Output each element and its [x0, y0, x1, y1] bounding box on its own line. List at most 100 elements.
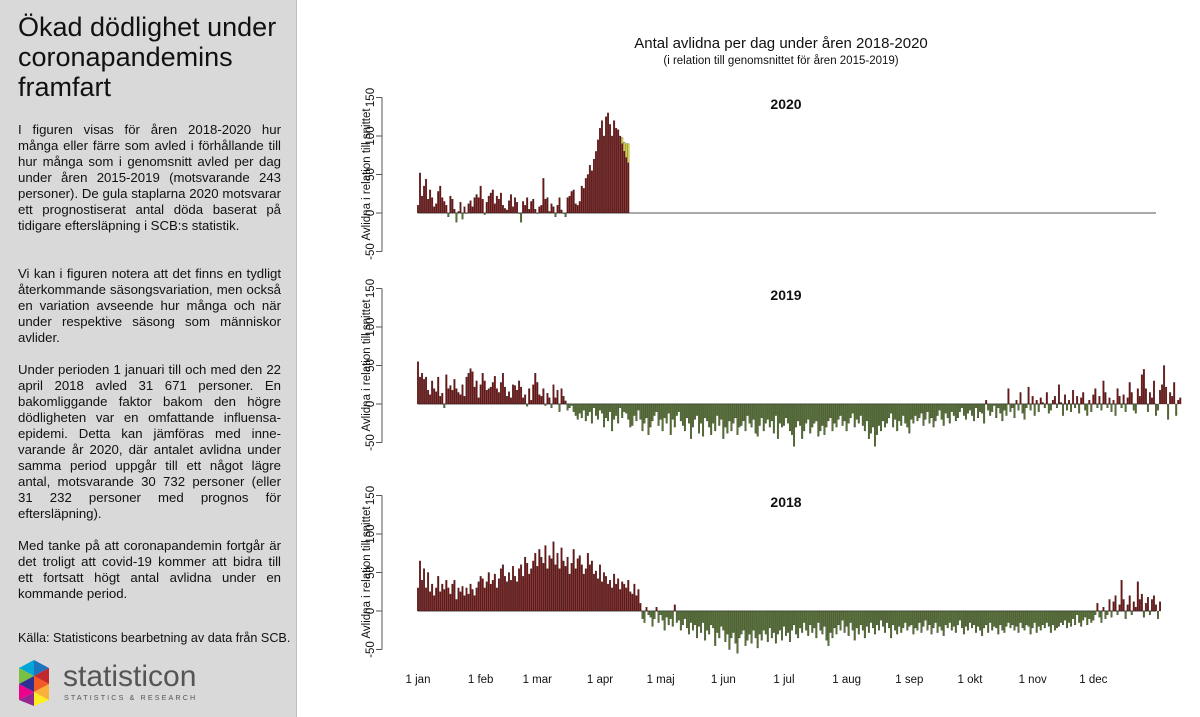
data-bar: [888, 610, 891, 629]
data-bar: [611, 135, 614, 214]
data-bar: [1140, 593, 1143, 612]
data-bar: [681, 610, 684, 626]
data-bar: [586, 553, 589, 612]
data-bar: [566, 403, 569, 411]
data-bar: [811, 403, 814, 428]
panel-year-title: 2020: [770, 96, 801, 112]
data-bar: [548, 211, 551, 214]
data-bar: [926, 610, 929, 631]
data-bar: [902, 403, 905, 416]
y-tick-label: 100: [365, 317, 377, 336]
data-bar: [516, 202, 519, 214]
data-bar: [694, 403, 696, 420]
data-bar: [439, 591, 442, 612]
data-bar: [661, 403, 664, 432]
y-tick-label: -50: [365, 243, 377, 260]
data-bar: [926, 403, 929, 412]
data-bar: [744, 403, 747, 432]
data-bar: [615, 403, 618, 416]
x-tick-label: 1 nov: [1019, 674, 1047, 686]
data-bar: [772, 403, 775, 434]
data-bar: [1098, 396, 1101, 405]
data-bar: [975, 610, 977, 633]
data-bar: [556, 553, 559, 612]
data-bar: [491, 382, 494, 405]
statisticon-logo-icon: [19, 660, 49, 706]
data-bar: [558, 403, 561, 412]
data-bar: [969, 403, 971, 411]
data-bar: [1074, 610, 1077, 626]
data-bar: [423, 185, 426, 214]
data-bar: [473, 386, 476, 405]
data-bar: [768, 610, 771, 629]
x-tick-label: 1 jun: [711, 674, 736, 686]
data-bar: [552, 384, 555, 405]
data-bar: [518, 212, 521, 214]
data-bar: [526, 403, 529, 407]
data-bar: [1045, 610, 1048, 623]
data-bar: [904, 403, 907, 424]
data-bar: [1124, 610, 1127, 619]
data-bar: [821, 403, 824, 426]
data-bar: [829, 403, 832, 419]
data-bar: [439, 396, 442, 405]
data-bar: [1132, 403, 1135, 411]
data-bar: [692, 403, 694, 428]
data-bar: [667, 610, 670, 626]
data-bar: [495, 587, 498, 612]
data-bar: [635, 595, 638, 612]
data-bar: [823, 610, 826, 627]
statisticon-logo: statisticon STATISTICS & RESEARCH: [16, 660, 286, 710]
data-bar: [756, 610, 759, 649]
data-bar: [989, 610, 992, 623]
data-bar: [781, 610, 783, 641]
comparison-paragraph: Under perioden 1 januari till och med de…: [18, 362, 281, 521]
x-tick-label: 1 aug: [832, 674, 861, 686]
data-bar: [1031, 396, 1034, 405]
data-bar: [863, 610, 866, 639]
data-bar: [463, 206, 466, 214]
data-bar: [603, 135, 605, 214]
data-bar: [734, 610, 737, 644]
data-bar: [558, 197, 561, 214]
data-bar: [746, 610, 749, 641]
x-tick-label: 1 okt: [958, 674, 984, 686]
data-bar: [902, 610, 905, 629]
data-bar: [702, 403, 705, 437]
data-bar: [433, 206, 436, 214]
data-bar: [540, 396, 543, 405]
data-bar: [833, 610, 836, 629]
data-bar: [748, 403, 751, 424]
data-bar: [514, 576, 516, 612]
data-bar: [572, 189, 575, 214]
data-bar: [465, 587, 468, 612]
data-bar: [882, 610, 884, 627]
data-bar: [882, 403, 884, 422]
data-bar: [835, 610, 838, 635]
data-bar: [789, 403, 791, 432]
data-bar: [1017, 403, 1020, 411]
data-bar: [736, 403, 739, 435]
y-tick-label: 0: [365, 401, 377, 407]
data-bar: [562, 560, 565, 612]
data-bar: [647, 610, 650, 615]
data-bar: [700, 403, 703, 424]
data-bar: [447, 388, 450, 405]
data-bar: [849, 610, 852, 623]
data-bar: [950, 610, 953, 631]
data-bar: [582, 573, 585, 612]
data-bar: [663, 403, 666, 419]
data-bar: [673, 403, 676, 428]
data-bar: [1122, 394, 1125, 405]
data-bar: [552, 206, 555, 214]
data-bar: [1092, 610, 1095, 621]
data-bar: [528, 388, 531, 405]
data-bar: [898, 610, 901, 627]
data-bar: [423, 568, 426, 612]
data-bar: [979, 403, 982, 412]
data-bar: [574, 203, 577, 214]
data-bar: [1047, 610, 1050, 627]
data-bar: [1140, 374, 1143, 405]
data-bar: [1064, 610, 1066, 621]
data-bar: [724, 403, 727, 428]
